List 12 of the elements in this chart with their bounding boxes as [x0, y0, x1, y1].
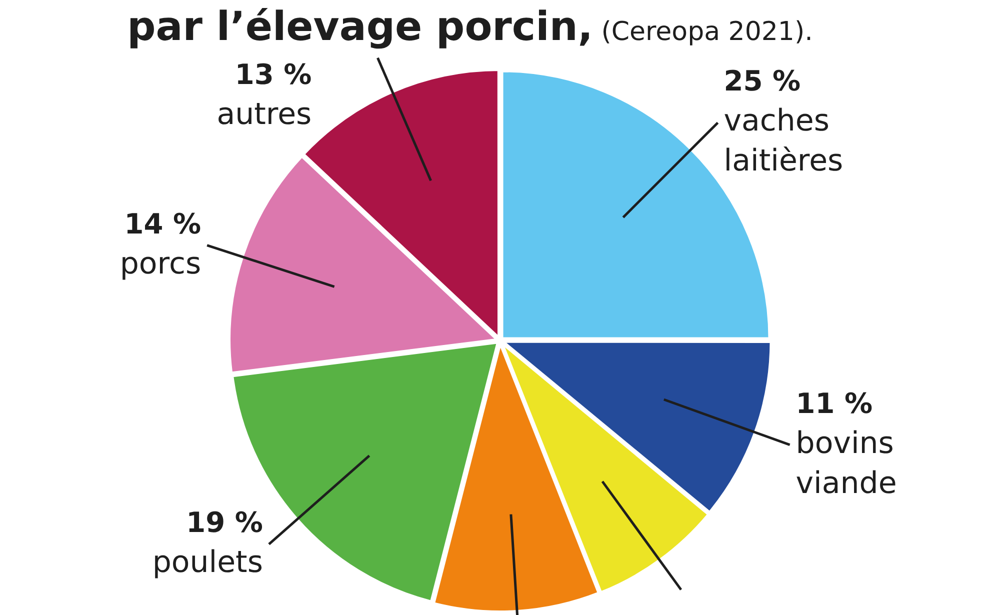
- chart-subtitle: (Cereopa 2021).: [592, 17, 813, 47]
- slice-label: autres: [216, 97, 312, 132]
- data-label: 19 %: [186, 506, 263, 540]
- chart-title: par l’élevage porcin,: [127, 4, 593, 50]
- slice-label: vaches laitières: [724, 104, 844, 179]
- slice-label: bovins viande: [796, 426, 897, 501]
- slice-label: poulets: [152, 545, 263, 580]
- slice-label: porcs: [120, 246, 202, 282]
- data-label: 14 %: [124, 207, 202, 240]
- data-label: 11 %: [796, 386, 873, 420]
- data-label: 25 %: [724, 64, 801, 98]
- data-label: 13 %: [234, 58, 312, 91]
